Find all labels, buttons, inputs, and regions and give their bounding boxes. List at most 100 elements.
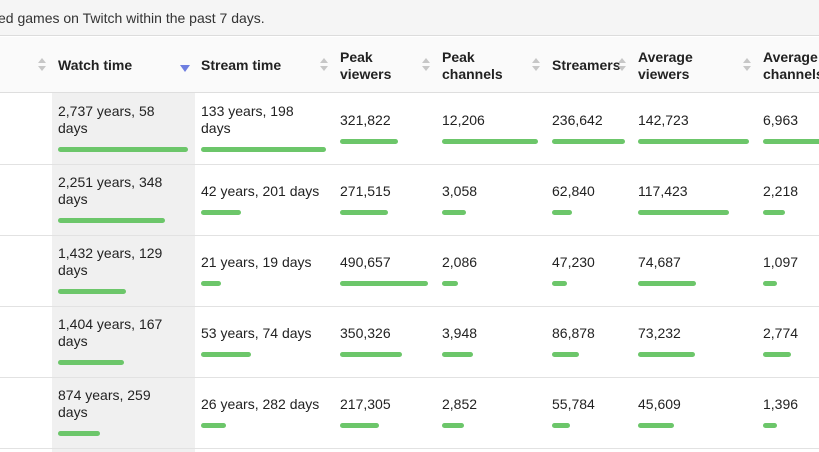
- value-bar: [340, 139, 398, 144]
- value-bar: [442, 139, 538, 144]
- cell-value: 490,657: [340, 254, 391, 270]
- cell-average-channels: 6,963: [757, 94, 819, 164]
- value-bar: [638, 139, 749, 144]
- sort-icon[interactable]: [422, 58, 430, 72]
- value-bar: [638, 281, 696, 286]
- cell-value: 1,396: [763, 396, 799, 412]
- table-row[interactable]: 2,251 years, 348 days 42 years, 201 days 27…: [0, 165, 819, 236]
- cell-value: 3,948: [442, 325, 478, 341]
- cell-streamers: 55,784: [546, 378, 632, 448]
- value-bar: [58, 218, 165, 223]
- column-header-label: Average channels: [763, 49, 819, 82]
- cell-average-viewers: 73,232: [632, 307, 757, 377]
- cell-value: 26 years, 282 days: [201, 396, 320, 412]
- sort-icon[interactable]: [532, 58, 540, 72]
- value-bar: [340, 210, 388, 215]
- cell-value: 321,822: [340, 112, 391, 128]
- table-row[interactable]: 2,737 years, 58 days 133 years, 198 days 321…: [0, 94, 819, 165]
- value-bar: [763, 423, 777, 428]
- cell-streamers: 62,840: [546, 165, 632, 235]
- cell-average-channels: 1,097: [757, 236, 819, 306]
- sorted-column-highlight: [52, 93, 195, 452]
- column-header-label: Average viewers: [638, 49, 693, 82]
- value-bar: [201, 423, 226, 428]
- cell-value: 1,097: [763, 254, 799, 270]
- value-bar: [58, 431, 100, 436]
- cell-value: 271,515: [340, 183, 391, 199]
- column-header-streamers[interactable]: Streamers: [546, 37, 632, 93]
- column-header-label: Stream time: [201, 57, 282, 73]
- cell-average-channels: 2,774: [757, 307, 819, 377]
- cell-value: 350,326: [340, 325, 391, 341]
- column-header-label: Watch time: [58, 57, 133, 73]
- value-bar: [552, 139, 625, 144]
- sort-icon[interactable]: [618, 58, 626, 72]
- sort-icon[interactable]: [743, 58, 751, 72]
- cell-streamers: 47,230: [546, 236, 632, 306]
- cell-value: 217,305: [340, 396, 391, 412]
- cell-average-channels: 2,218: [757, 165, 819, 235]
- cell-peak-viewers: 490,657: [334, 236, 436, 306]
- cell-average-viewers: 74,687: [632, 236, 757, 306]
- column-header-label: Peak channels: [442, 49, 503, 82]
- cell-peak-viewers: 271,515: [334, 165, 436, 235]
- cell-value: 1,404 years, 167 days: [58, 316, 163, 349]
- sort-icon[interactable]: [320, 58, 328, 72]
- cell-value: 2,251 years, 348 days: [58, 174, 163, 207]
- sort-descending-icon[interactable]: [180, 65, 190, 72]
- cell-stream-time: 53 years, 74 days: [195, 307, 334, 377]
- cell-value: 62,840: [552, 183, 595, 199]
- column-header-watch-time[interactable]: Watch time: [52, 37, 195, 93]
- column-header-average-viewers[interactable]: Average viewers: [632, 37, 757, 93]
- cell-value: 133 years, 198 days: [201, 103, 294, 136]
- column-header-peak-viewers[interactable]: Peak viewers: [334, 37, 436, 93]
- cell-value: 2,774: [763, 325, 799, 341]
- value-bar: [201, 147, 326, 152]
- cell-value: 2,086: [442, 254, 478, 270]
- value-bar: [442, 210, 466, 215]
- value-bar: [442, 423, 464, 428]
- sort-icon[interactable]: [38, 58, 46, 72]
- cell-value: 2,218: [763, 183, 799, 199]
- cell-value: 12,206: [442, 112, 485, 128]
- table-row[interactable]: 1,432 years, 129 days 21 years, 19 days 490…: [0, 236, 819, 307]
- cell-value: 3,058: [442, 183, 478, 199]
- value-bar: [58, 360, 124, 365]
- cell-peak-channels: 2,852: [436, 378, 546, 448]
- cell-value: 45,609: [638, 396, 681, 412]
- cell-average-channels: 1,396: [757, 378, 819, 448]
- column-header-average-channels[interactable]: Average channels: [757, 37, 819, 93]
- value-bar: [340, 281, 428, 286]
- value-bar: [552, 281, 567, 286]
- cell-stream-time: 133 years, 198 days: [195, 94, 334, 164]
- cell-peak-viewers: 321,822: [334, 94, 436, 164]
- value-bar: [201, 210, 241, 215]
- cell-value: 86,878: [552, 325, 595, 341]
- cell-value: 874 years, 259 days: [58, 387, 151, 420]
- cell-peak-viewers: 350,326: [334, 307, 436, 377]
- cell-stream-time: 42 years, 201 days: [195, 165, 334, 235]
- value-bar: [763, 139, 819, 144]
- value-bar: [201, 352, 251, 357]
- cell-streamers: 86,878: [546, 307, 632, 377]
- cell-value: 2,737 years, 58 days: [58, 103, 155, 136]
- value-bar: [58, 147, 188, 152]
- table-row[interactable]: 1,404 years, 167 days 53 years, 74 days 350…: [0, 307, 819, 378]
- value-bar: [442, 281, 458, 286]
- column-header-peak-channels[interactable]: Peak channels: [436, 37, 546, 93]
- cell-stream-time: 21 years, 19 days: [195, 236, 334, 306]
- cell-value: 236,642: [552, 112, 603, 128]
- cell-value: 73,232: [638, 325, 681, 341]
- cell-value: 21 years, 19 days: [201, 254, 312, 270]
- cell-value: 6,963: [763, 112, 799, 128]
- column-header-stream-time[interactable]: Stream time: [195, 37, 334, 93]
- value-bar: [442, 352, 473, 357]
- cell-value: 42 years, 201 days: [201, 183, 320, 199]
- value-bar: [638, 352, 695, 357]
- table-row[interactable]: 874 years, 259 days 26 years, 282 days 217,…: [0, 378, 819, 449]
- cell-value: 53 years, 74 days: [201, 325, 312, 341]
- cell-value: 142,723: [638, 112, 689, 128]
- value-bar: [340, 423, 379, 428]
- table-caption-bar: ed games on Twitch within the past 7 day…: [0, 0, 819, 36]
- value-bar: [340, 352, 402, 357]
